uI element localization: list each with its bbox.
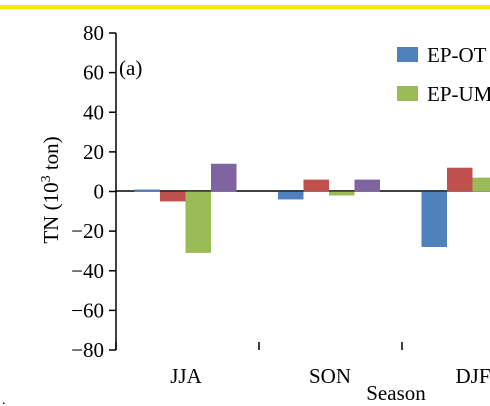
bar-djf-series-1 xyxy=(421,191,447,247)
bar-son-series-4 xyxy=(354,179,380,192)
corner-mark: . xyxy=(2,393,6,406)
x-tick-label: JJA xyxy=(170,364,202,388)
bar-jja-series-1 xyxy=(134,189,160,192)
bar-jja-series-3 xyxy=(185,191,211,253)
legend-label: EP-UM xyxy=(427,82,490,106)
y-tick-label: 60 xyxy=(83,61,104,85)
legend: EP-OT EP-UM xyxy=(397,43,490,106)
legend-swatch xyxy=(397,86,418,101)
x-tick-label: SON xyxy=(309,364,351,388)
bar-son-series-3 xyxy=(329,191,355,196)
bar-djf-series-3 xyxy=(472,177,490,192)
y-tick-label: 20 xyxy=(83,140,104,164)
y-axis-title: TN (103 ton) xyxy=(39,136,63,243)
bar-djf-series-2 xyxy=(447,167,473,192)
bar-son-series-1 xyxy=(278,191,304,200)
bar-jja-series-2 xyxy=(160,191,186,202)
y-tick-label: 80 xyxy=(83,21,104,45)
bars-group xyxy=(134,163,490,253)
legend-label: EP-OT xyxy=(427,43,487,67)
panel-label: (a) xyxy=(119,56,142,80)
x-ticks-group: JJA SON DJF xyxy=(115,342,490,388)
y-tick-label: 40 xyxy=(83,100,104,124)
y-tick-label: 0 xyxy=(94,180,105,204)
y-tick-label: −40 xyxy=(71,259,104,283)
bar-jja-series-4 xyxy=(211,163,237,192)
legend-swatch xyxy=(397,47,418,62)
y-tick-label: −80 xyxy=(71,338,104,362)
y-tick-label: −60 xyxy=(71,298,104,322)
y-tick-label: −20 xyxy=(71,219,104,243)
y-ticks-group: 80 60 40 20 0 −20 −40 −60 −80 xyxy=(71,21,116,362)
bar-son-series-2 xyxy=(303,179,329,192)
x-axis-title: Season xyxy=(366,381,426,405)
x-tick-label: DJF xyxy=(455,364,490,388)
